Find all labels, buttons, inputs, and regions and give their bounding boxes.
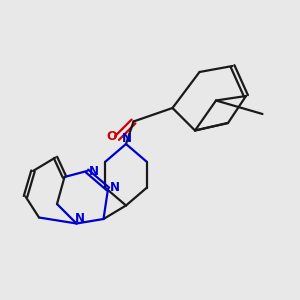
Text: N: N	[74, 212, 85, 225]
Text: N: N	[110, 181, 120, 194]
Text: O: O	[106, 130, 117, 143]
Text: N: N	[88, 165, 99, 178]
Text: N: N	[122, 132, 132, 145]
